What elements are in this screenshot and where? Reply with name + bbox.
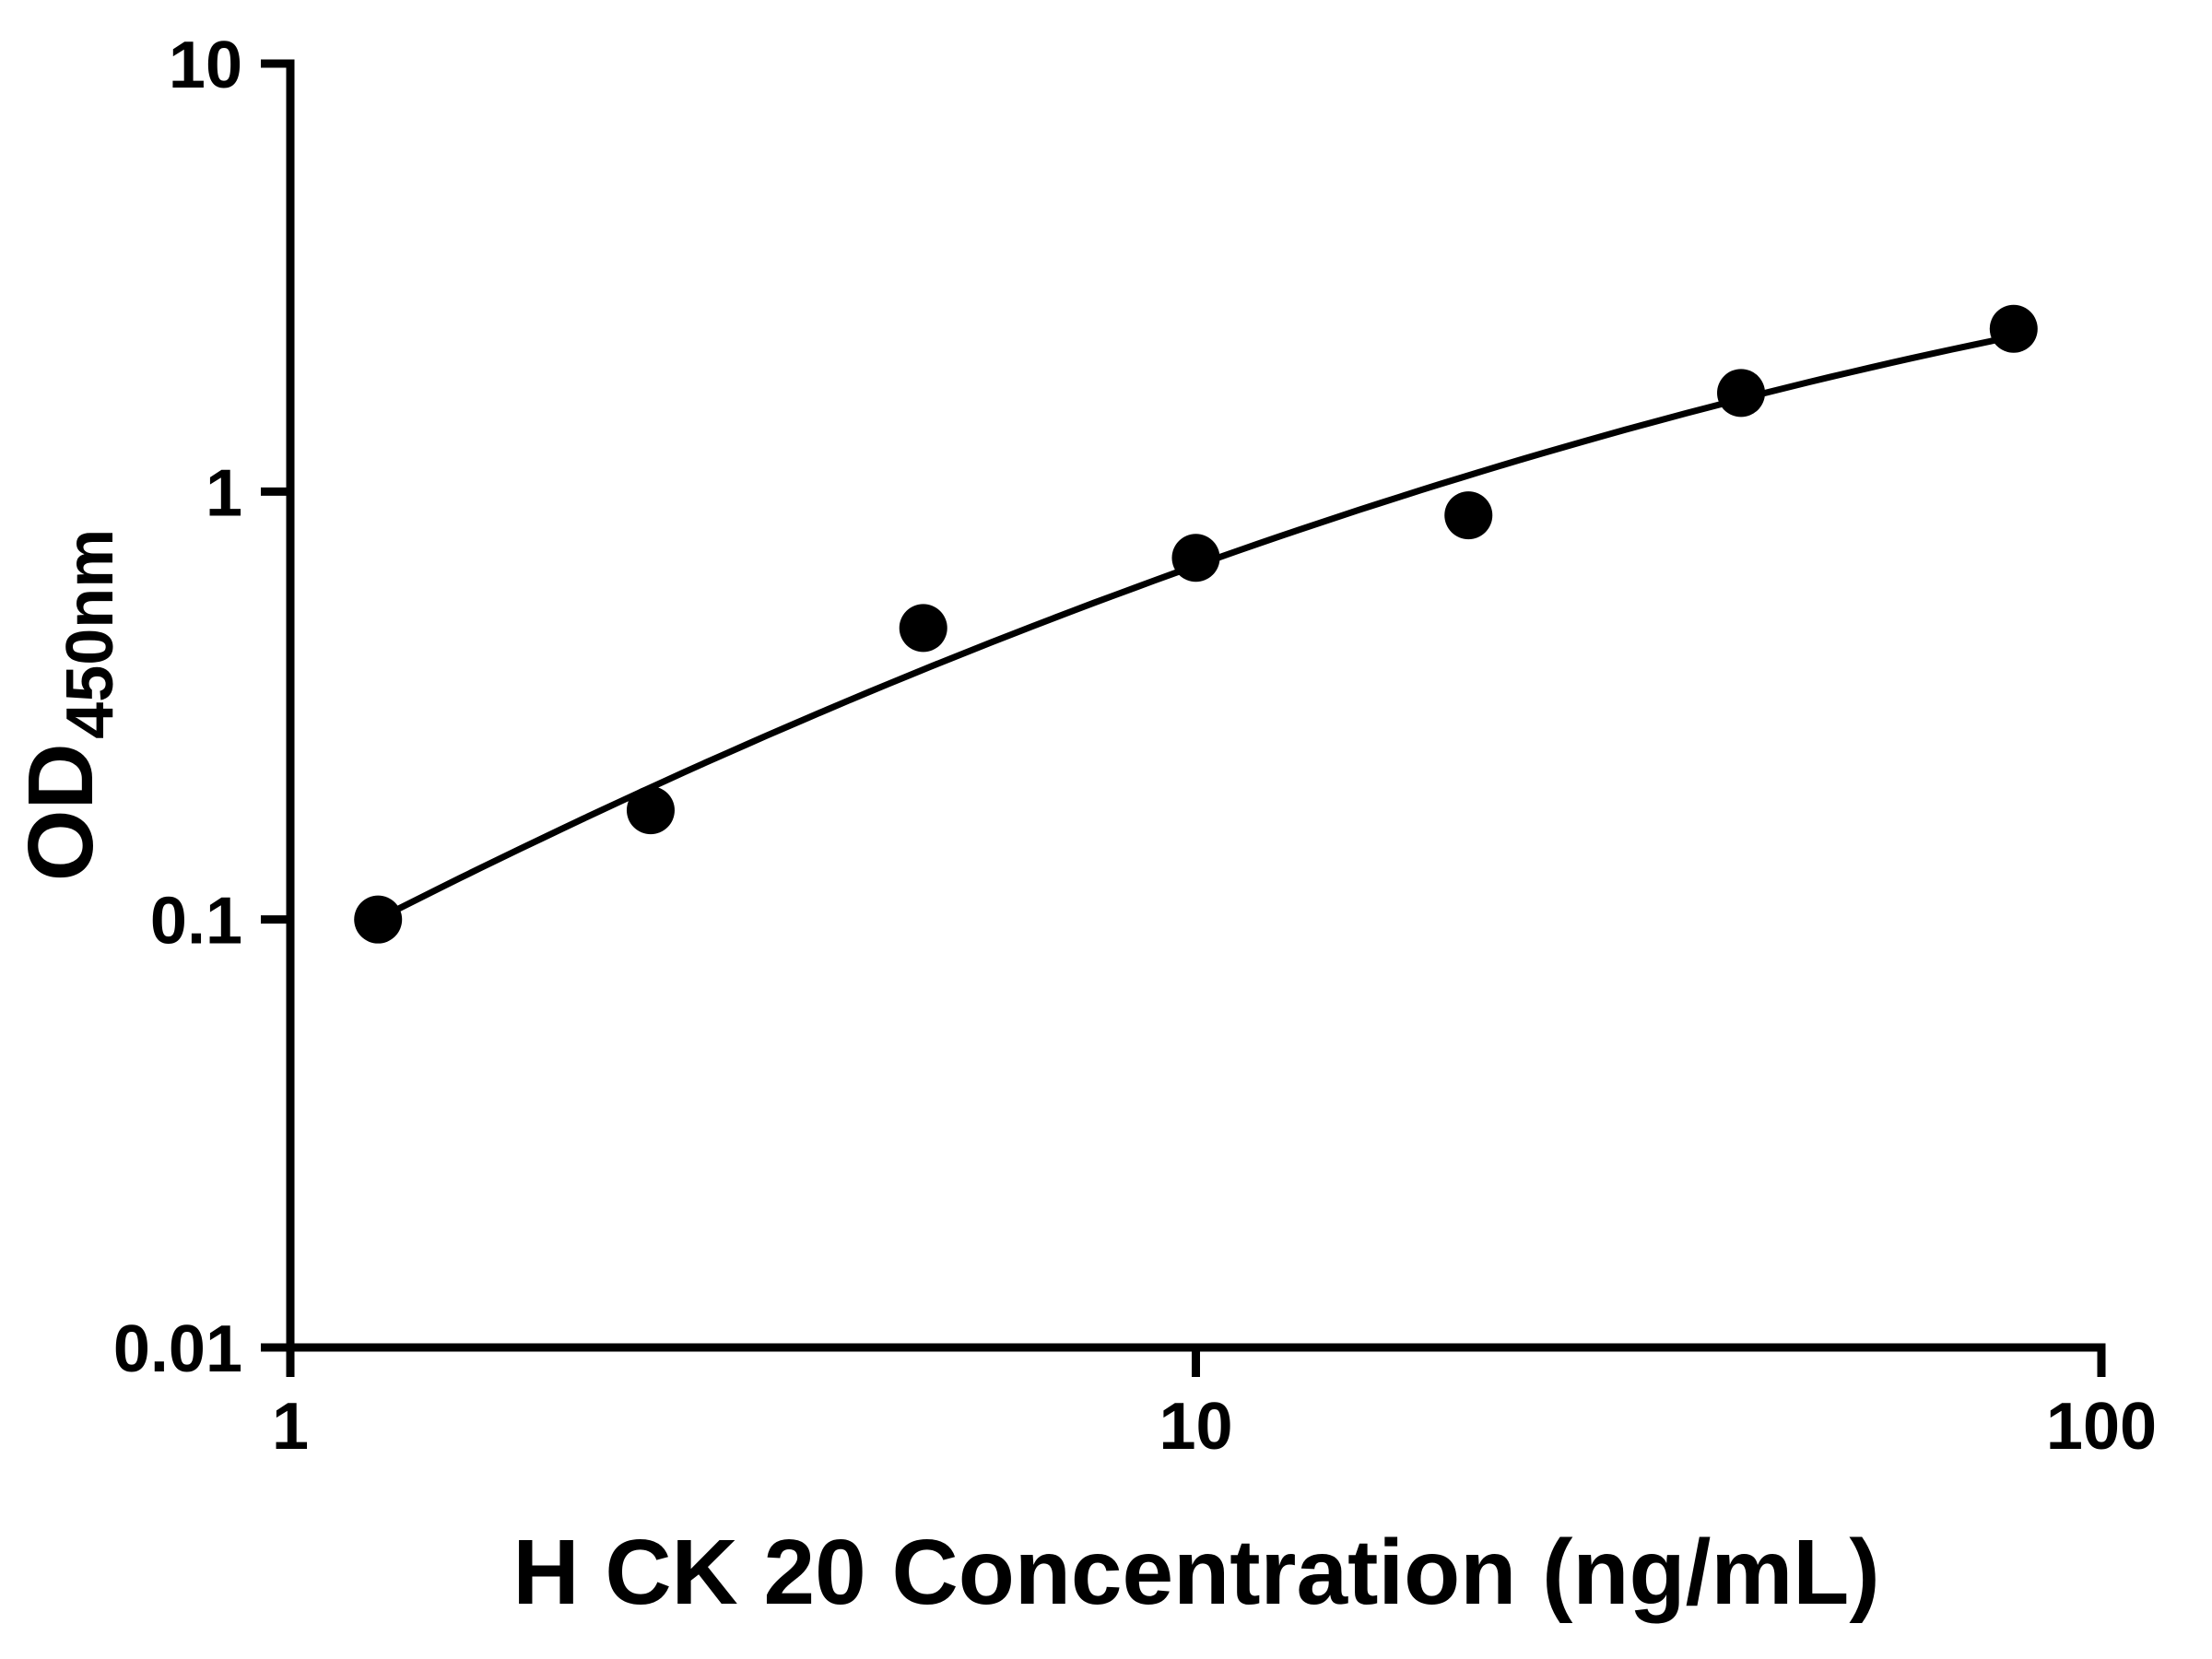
data-point [1989, 304, 2038, 353]
data-point [1444, 491, 1493, 540]
x-tick-label: 10 [1159, 1390, 1232, 1464]
x-axis-title: H CK 20 Concentration (ng/mL) [512, 1521, 1879, 1624]
y-tick-label: 10 [169, 29, 242, 102]
y-tick-label: 1 [206, 456, 242, 530]
fit-curve [376, 333, 2015, 923]
data-point [626, 786, 675, 835]
y-axis-title: OD 450nm [9, 529, 127, 882]
data-point [899, 604, 947, 653]
axes: 10 1 0.1 0.01 1 10 100 [113, 29, 2157, 1464]
data-point [1171, 534, 1220, 582]
data-point [354, 895, 403, 944]
axis-spine [286, 59, 2106, 1352]
plot-area [354, 304, 2038, 944]
x-tick-label: 1 [272, 1390, 309, 1464]
y-axis-title-subscript: 450nm [53, 529, 127, 739]
x-tick-label: 100 [2046, 1390, 2157, 1464]
data-point [1717, 369, 1766, 418]
y-tick-label: 0.01 [113, 1312, 242, 1386]
y-tick-label: 0.1 [150, 885, 242, 959]
y-axis-title-main: OD [9, 743, 112, 881]
